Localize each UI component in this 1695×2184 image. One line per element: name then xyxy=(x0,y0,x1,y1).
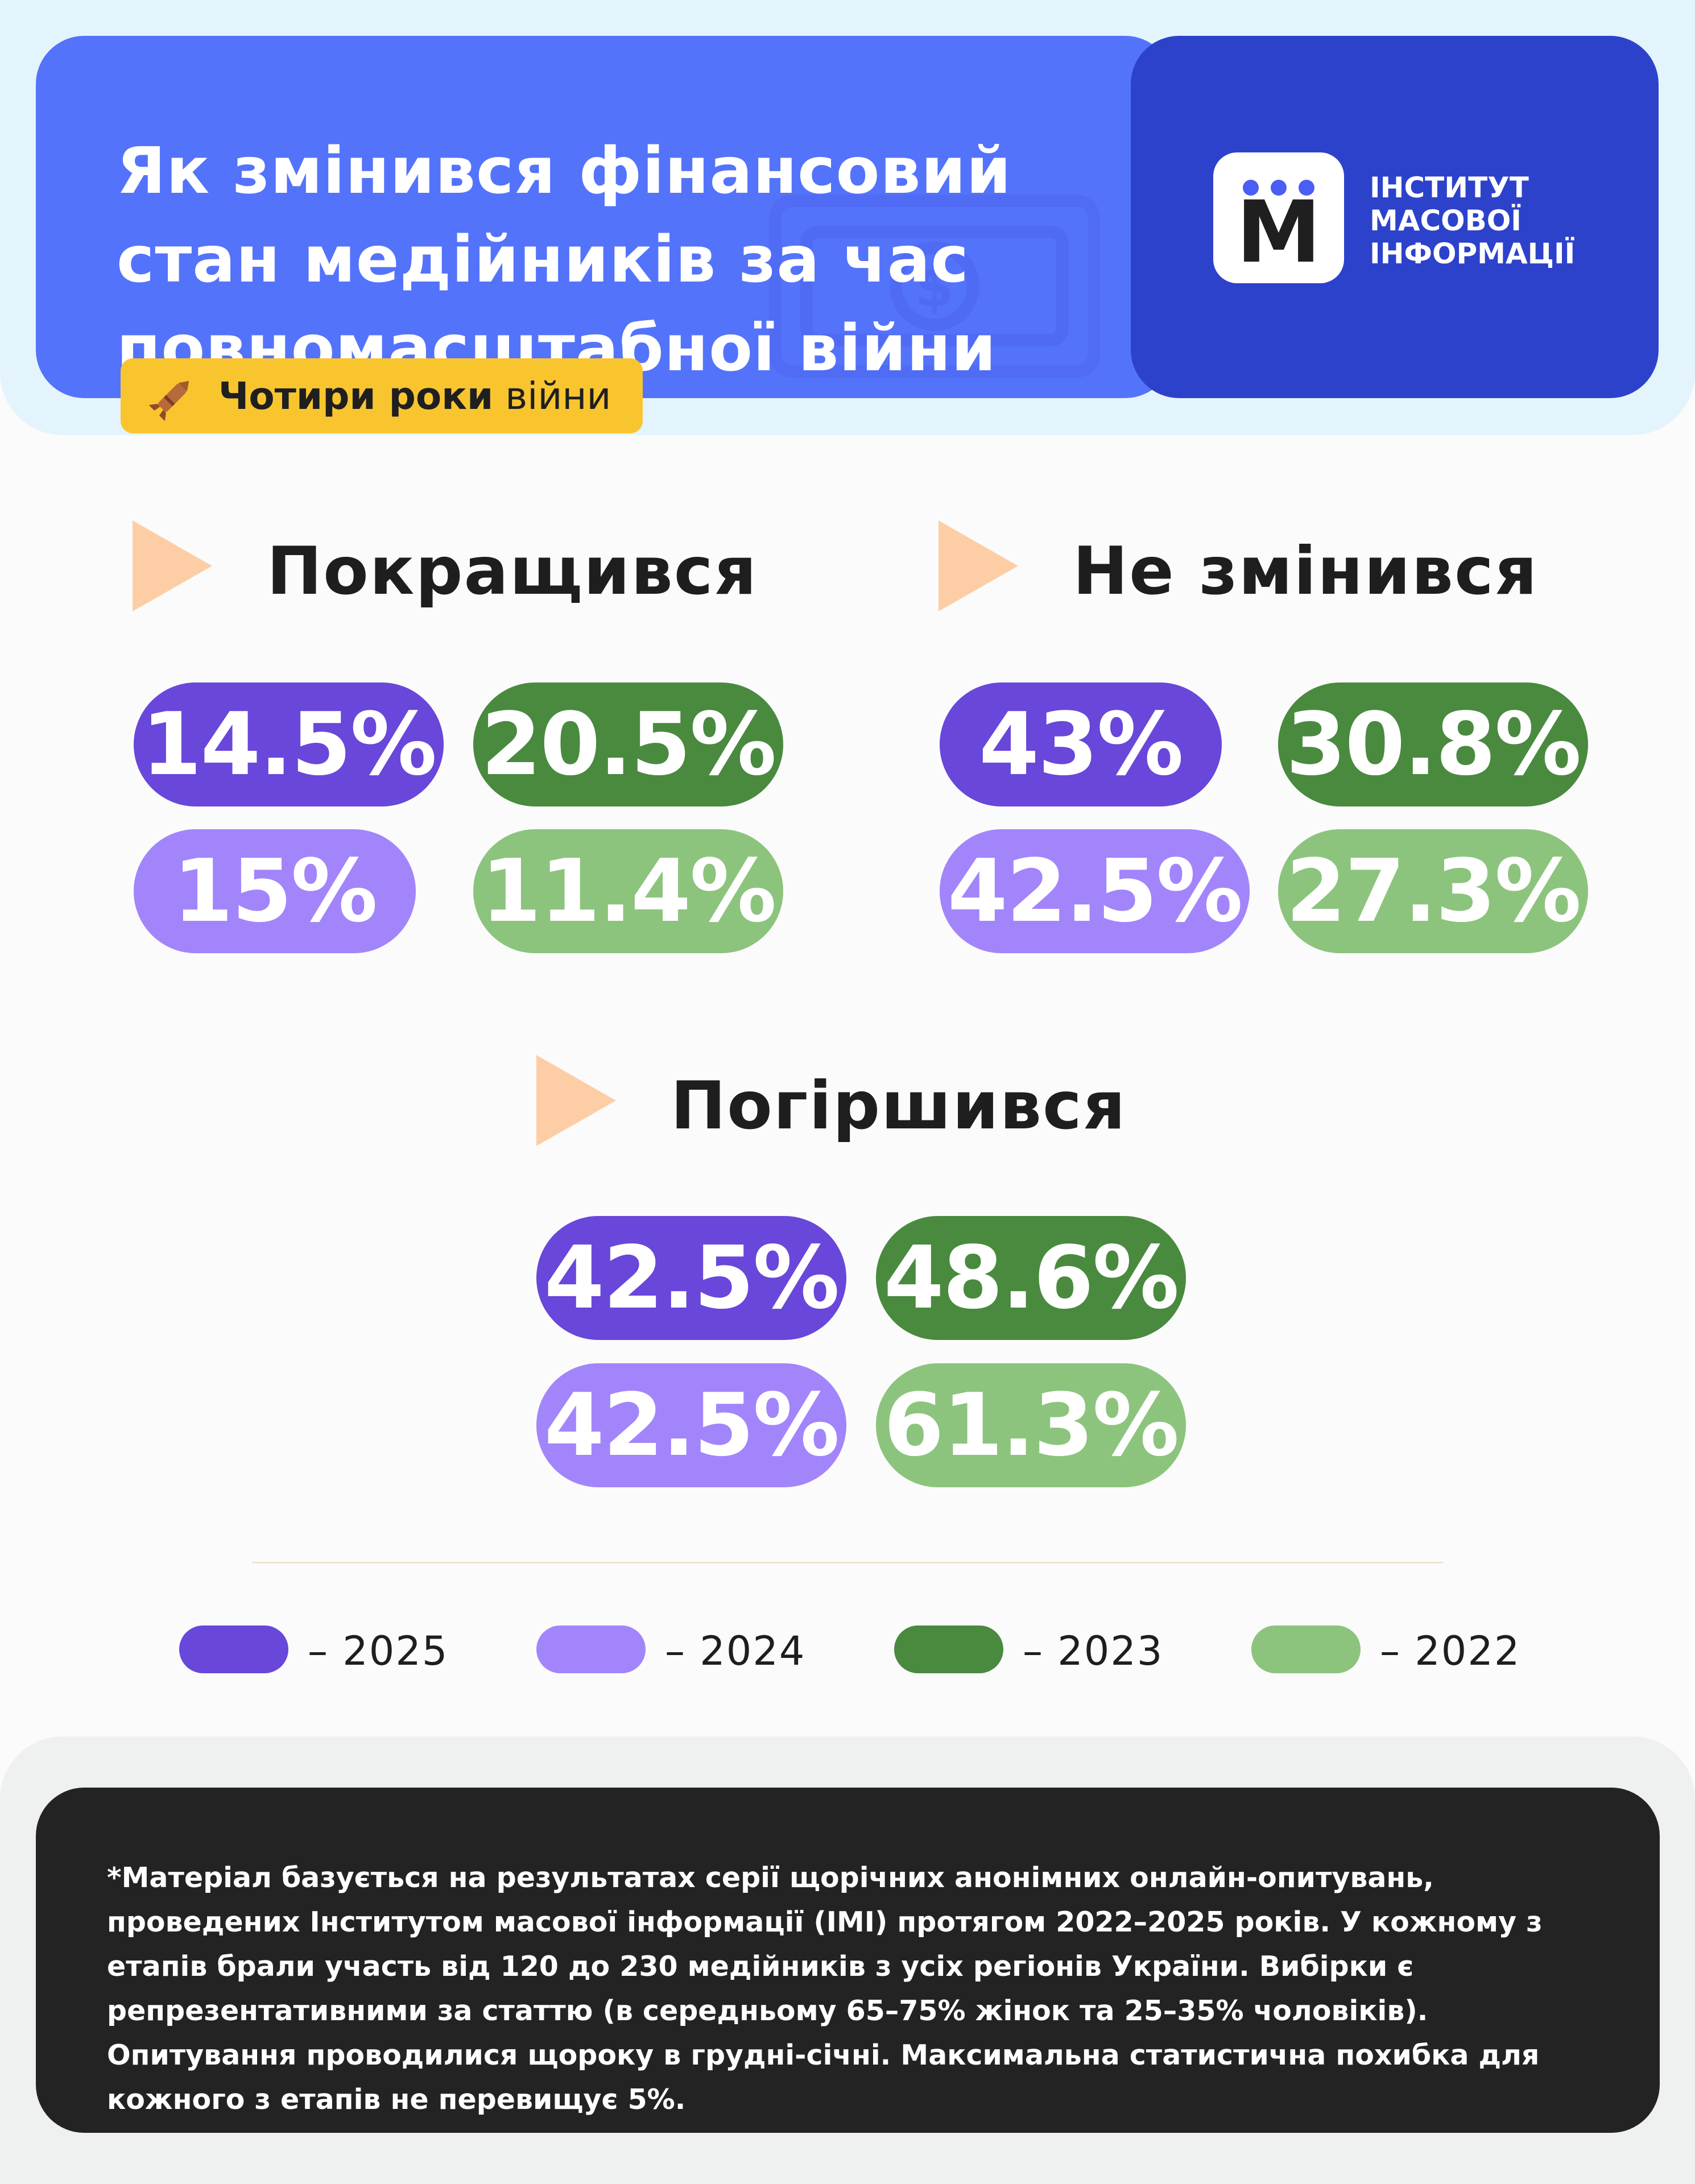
value-improved-2024: 15% xyxy=(134,829,416,953)
logo-mark: M xyxy=(1236,183,1321,282)
tag-badge: Чотири роки війни xyxy=(121,358,643,433)
legend-swatch-2024 xyxy=(536,1625,646,1673)
tag-text-regular: війни xyxy=(493,374,611,418)
value-worsened-2025: 42.5% xyxy=(536,1216,846,1340)
svg-text:$: $ xyxy=(915,253,954,320)
logo-card: M ІНСТИТУТ МАСОВОЇ ІНФОРМАЦІЇ xyxy=(1131,36,1659,398)
legend-item-2022: – 2022 xyxy=(1251,1625,1547,1676)
section-title-unchanged: Не змінився xyxy=(1073,533,1539,610)
logo-line-3: ІНФОРМАЦІЇ xyxy=(1370,237,1576,270)
header-card: $ Як змінився фінансовий стан медійників… xyxy=(36,36,1173,398)
page-title: Як змінився фінансовий стан медійників з… xyxy=(117,134,1012,386)
legend-swatch-2022 xyxy=(1251,1625,1361,1673)
legend-label-2022: – 2022 xyxy=(1380,1628,1521,1674)
legend-item-2025: – 2025 xyxy=(179,1625,475,1676)
methodology-note: *Матеріал базується на результатах серії… xyxy=(107,1862,1543,2116)
value-worsened-2023: 48.6% xyxy=(876,1216,1186,1340)
logo-line-2: МАСОВОЇ xyxy=(1370,204,1522,237)
value-unchanged-2022: 27.3% xyxy=(1278,829,1588,953)
tag-text: Чотири роки війни xyxy=(218,377,611,416)
legend-item-2023: – 2023 xyxy=(894,1625,1190,1676)
value-unchanged-2025: 43% xyxy=(940,682,1222,806)
section-improved-head: Покращився xyxy=(133,520,815,617)
legend-swatch-2023 xyxy=(894,1625,1003,1673)
value-improved-2023: 20.5% xyxy=(473,682,783,806)
legend-label-2024: – 2024 xyxy=(665,1628,806,1674)
value-worsened-2024: 42.5% xyxy=(536,1363,846,1487)
play-triangle-icon xyxy=(133,520,212,611)
divider xyxy=(252,1562,1443,1563)
value-improved-2025: 14.5% xyxy=(134,682,444,806)
logo-line-1: ІНСТИТУТ xyxy=(1370,171,1529,204)
missile-icon xyxy=(149,380,189,421)
section-title-worsened: Погіршився xyxy=(671,1068,1127,1144)
value-worsened-2022: 61.3% xyxy=(876,1363,1186,1487)
footer-card: *Матеріал базується на результатах серії… xyxy=(36,1788,1660,2133)
play-triangle-icon xyxy=(536,1055,616,1146)
imi-logo-icon: M xyxy=(1213,152,1344,283)
value-improved-2022: 11.4% xyxy=(473,829,783,953)
play-triangle-icon xyxy=(939,520,1018,611)
money-bill-icon: $ xyxy=(769,195,1100,378)
legend-item-2024: – 2024 xyxy=(536,1625,832,1676)
value-unchanged-2024: 42.5% xyxy=(940,829,1250,953)
section-worsened-head: Погіршився xyxy=(536,1055,1219,1152)
tag-text-bold: Чотири роки xyxy=(218,374,494,418)
section-unchanged-head: Не змінився xyxy=(939,520,1649,617)
logo-dots xyxy=(1243,180,1314,197)
legend-label-2025: – 2025 xyxy=(308,1628,449,1674)
section-title-improved: Покращився xyxy=(267,533,758,610)
value-unchanged-2023: 30.8% xyxy=(1278,682,1588,806)
logo-wordmark: ІНСТИТУТ МАСОВОЇ ІНФОРМАЦІЇ xyxy=(1370,171,1575,270)
legend-swatch-2025 xyxy=(179,1625,288,1673)
legend-label-2023: – 2023 xyxy=(1023,1628,1164,1674)
